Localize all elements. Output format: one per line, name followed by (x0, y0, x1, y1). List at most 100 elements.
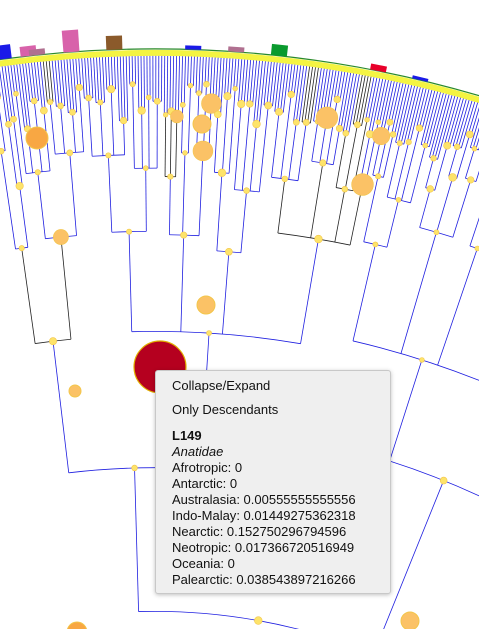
tree-branch (60, 56, 66, 106)
tree-branch (116, 53, 120, 121)
region-row-nearctic: Nearctic: 0.152750296794596 (172, 524, 347, 539)
tree-branch (234, 103, 242, 190)
tree-branch (370, 75, 384, 135)
tree-node (214, 110, 222, 119)
region-bar (105, 35, 123, 51)
region-bar (28, 48, 46, 56)
tree-branch (228, 88, 236, 174)
tree-branch (295, 62, 305, 123)
tree-branch (277, 60, 284, 112)
tree-branch (75, 55, 79, 88)
tree-node-highlight (196, 295, 216, 315)
tree-branch (334, 189, 346, 243)
tree-branch (420, 87, 436, 145)
region-bar (185, 45, 202, 50)
tree-node (292, 118, 300, 126)
tree-branch (397, 82, 413, 143)
tree-node (217, 168, 227, 177)
tree-branch (18, 61, 28, 129)
tree-branch (198, 150, 204, 236)
tree-node (18, 245, 25, 252)
tree-branch (101, 54, 105, 103)
tree-node (163, 112, 169, 118)
tree-branch (37, 172, 46, 239)
tree-node-highlight (66, 621, 88, 629)
tree-branch (207, 54, 210, 85)
tree-branch (388, 79, 399, 123)
only-descendants-option[interactable]: Only Descendants (172, 402, 279, 417)
tree-branch (252, 57, 258, 105)
tree-branch (452, 96, 468, 146)
tree-branch (249, 57, 255, 105)
tree-branch (60, 236, 72, 340)
tree-branch (266, 58, 273, 106)
tree-node (422, 142, 429, 149)
tree-node (225, 247, 233, 256)
region-bar (370, 63, 388, 73)
tree-branch (236, 56, 240, 89)
tree-branch (107, 53, 111, 90)
region-row-palearctic: Palearctic: 0.038543897216266 (172, 572, 356, 587)
tree-branch (243, 56, 249, 105)
tree-branch (87, 54, 91, 98)
tree-branch (99, 102, 104, 156)
tree-node (287, 90, 295, 99)
tree-branch (4, 62, 13, 120)
tree-node (126, 228, 132, 235)
tree-node (246, 100, 254, 108)
tree-branch (141, 110, 143, 169)
tree-node (34, 169, 41, 176)
tree-branch (339, 68, 346, 101)
tree-branch (468, 99, 479, 135)
region-row-oceania: Oceania: 0 (172, 556, 235, 571)
tree-branch (282, 60, 290, 113)
tree-branch (0, 111, 6, 151)
tree-branch (269, 59, 275, 106)
tree-branch (431, 91, 451, 158)
tree-node (471, 145, 478, 152)
tree-node (97, 99, 104, 106)
tree-node (389, 131, 397, 138)
tree-branch (21, 248, 36, 344)
tree-node (243, 187, 250, 194)
tree-branch (258, 58, 267, 125)
tree-branch (472, 127, 479, 149)
tree-node (5, 120, 12, 128)
tree-node (465, 130, 474, 139)
tree-node (69, 108, 76, 116)
tree-branch (123, 120, 126, 155)
tree-branch (253, 57, 261, 124)
tree-node (66, 149, 74, 157)
tree-branch (246, 57, 252, 104)
tree-node (179, 102, 186, 108)
region-bar (0, 44, 12, 60)
tree-branch (187, 53, 189, 86)
region-bar (412, 75, 429, 82)
tree-node (232, 85, 238, 92)
tree-branch (181, 104, 184, 153)
tree-branch (311, 121, 319, 162)
tree-node (15, 181, 24, 190)
tree-node (53, 229, 69, 245)
tree-branch (175, 53, 178, 117)
tree-branch (90, 54, 94, 98)
tree-branch (66, 56, 72, 113)
region-bar (228, 46, 245, 53)
tree-branch (69, 152, 77, 236)
tree-branch (69, 56, 75, 113)
tree-branch (274, 59, 281, 112)
tree-branch (172, 53, 175, 112)
tree-branch (128, 53, 131, 85)
tree-node (341, 185, 349, 193)
tree-branch (310, 162, 324, 238)
tree-branch (470, 107, 479, 135)
tree-branch (272, 59, 278, 106)
tree-branch (400, 82, 416, 144)
collapse-expand-option[interactable]: Collapse/Expand (172, 378, 271, 393)
tree-branch (52, 341, 70, 473)
tree-node (49, 337, 57, 346)
tree-branch (42, 58, 48, 103)
tree-branch (229, 55, 234, 97)
tree-branch (355, 72, 367, 125)
